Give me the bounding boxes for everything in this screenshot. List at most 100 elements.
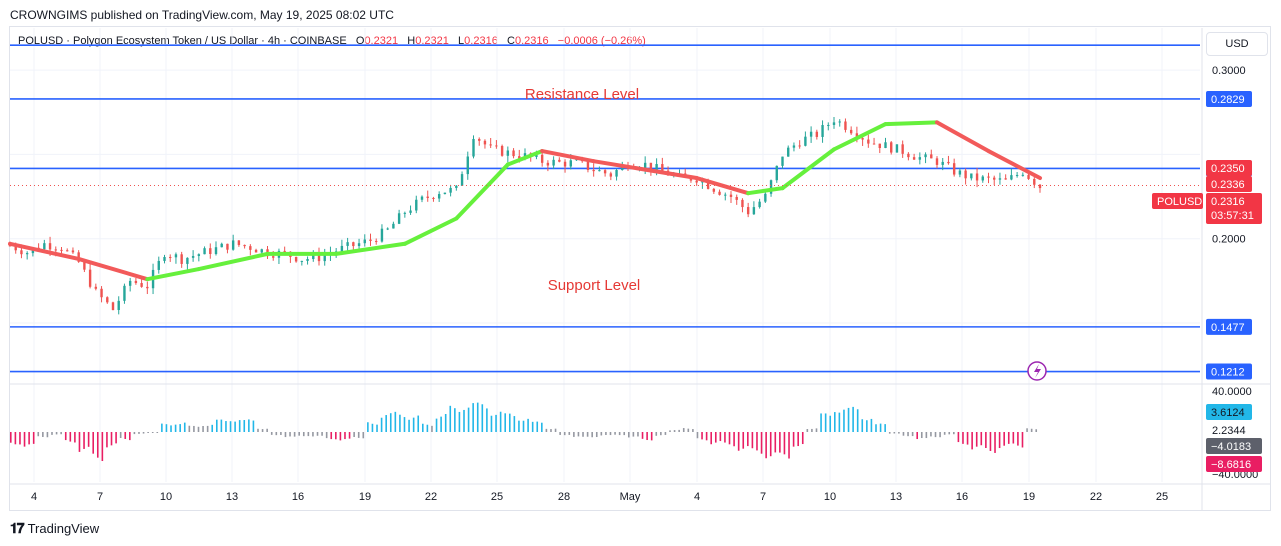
candle-body xyxy=(392,223,395,229)
candle-body xyxy=(609,173,613,177)
candle-body xyxy=(397,213,401,224)
osc-bar xyxy=(14,432,17,445)
osc-bar xyxy=(78,432,81,452)
osc-bar xyxy=(719,432,722,442)
candle-body xyxy=(930,154,933,159)
level-label-0: 0.2829 xyxy=(1211,94,1245,106)
osc-bar xyxy=(710,432,712,445)
candle-body xyxy=(243,244,246,247)
candle-body xyxy=(146,286,149,289)
osc-bar xyxy=(806,429,809,432)
candle-body xyxy=(443,192,447,195)
candle-body xyxy=(890,142,893,153)
candle-body xyxy=(432,197,435,199)
osc-bar xyxy=(971,432,973,450)
osc-bar xyxy=(161,423,163,432)
osc-bar xyxy=(879,423,882,432)
osc-bar xyxy=(252,420,255,432)
osc-bar xyxy=(605,432,607,435)
candle-body xyxy=(140,283,143,287)
osc-bar xyxy=(440,416,442,432)
footer-brand[interactable]: 𝟏𝟕 TradingView xyxy=(10,520,99,537)
osc-bar xyxy=(728,432,731,445)
candle-body xyxy=(998,178,1002,180)
lightning-glyph xyxy=(1034,364,1041,378)
osc-bar xyxy=(476,402,479,432)
osc-bar xyxy=(486,408,488,432)
candle-body xyxy=(226,243,229,250)
candle-body xyxy=(775,165,778,181)
candle-body xyxy=(163,257,166,261)
osc-bar xyxy=(344,432,346,440)
candle-body xyxy=(500,145,504,156)
time-tick-1: 7 xyxy=(97,491,103,503)
osc-bar xyxy=(902,432,905,436)
osc-bar xyxy=(280,432,282,435)
osc-bar xyxy=(834,412,836,432)
osc-label-4: −8.6816 xyxy=(1211,459,1251,471)
candle-body xyxy=(706,181,710,189)
osc-bar xyxy=(119,432,122,438)
candle-body xyxy=(48,243,52,250)
osc-bar xyxy=(957,432,960,443)
candle-body xyxy=(231,240,235,250)
osc-bar xyxy=(765,432,767,459)
osc-bar xyxy=(948,432,951,435)
osc-bar xyxy=(508,413,511,432)
osc-bar xyxy=(202,426,204,432)
osc-bar xyxy=(531,421,534,432)
osc-bar xyxy=(989,432,992,451)
osc-bar xyxy=(124,432,127,439)
candle-body xyxy=(924,154,927,158)
high-value: 0.2321 xyxy=(415,35,449,47)
level-label-2-bg xyxy=(1206,318,1252,335)
time-tick-10: 4 xyxy=(694,491,700,503)
osc-bar xyxy=(673,430,676,432)
osc-bar xyxy=(357,432,360,438)
candle-body xyxy=(712,188,716,192)
osc-bar xyxy=(371,423,374,432)
candle-body xyxy=(375,240,378,242)
time-tick-16: 22 xyxy=(1090,491,1102,503)
osc-bar xyxy=(568,432,571,435)
osc-bar xyxy=(545,428,548,432)
osc-bar xyxy=(115,432,117,444)
osc-bar xyxy=(147,432,149,433)
low-label: L xyxy=(458,35,465,47)
osc-bar xyxy=(454,408,456,432)
osc-bar xyxy=(156,432,159,433)
osc-bar xyxy=(23,432,26,447)
candle-body xyxy=(340,245,344,252)
candle-body xyxy=(111,302,115,311)
osc-bar xyxy=(623,432,626,436)
candle-body xyxy=(71,250,75,253)
osc-bar xyxy=(866,420,868,432)
osc-bar xyxy=(536,421,539,432)
osc-bar xyxy=(769,432,772,457)
osc-bar xyxy=(870,418,873,432)
candle-body xyxy=(643,162,647,169)
osc-bar xyxy=(60,432,62,435)
candle-body xyxy=(214,247,218,255)
osc-bar xyxy=(238,420,241,432)
candle-body xyxy=(380,228,384,242)
currency-selector[interactable]: USD xyxy=(1206,32,1268,56)
osc-bar xyxy=(985,432,987,448)
osc-bar xyxy=(916,432,918,440)
candle-body xyxy=(724,194,727,196)
osc-bar xyxy=(96,432,99,458)
osc-bar xyxy=(953,432,955,435)
osc-label-1: 3.6124 xyxy=(1211,407,1245,419)
osc-bar xyxy=(362,432,365,439)
osc-bar xyxy=(751,432,754,449)
candle-body xyxy=(781,156,784,166)
osc-bar xyxy=(206,425,209,432)
osc-bar xyxy=(550,429,552,432)
osc-bar xyxy=(243,420,246,432)
candle-body xyxy=(466,156,469,175)
ma-red-label: 0.2350 xyxy=(1211,163,1245,175)
osc-bar xyxy=(101,432,104,462)
osc-bar xyxy=(229,421,232,432)
candle-body xyxy=(25,253,29,255)
